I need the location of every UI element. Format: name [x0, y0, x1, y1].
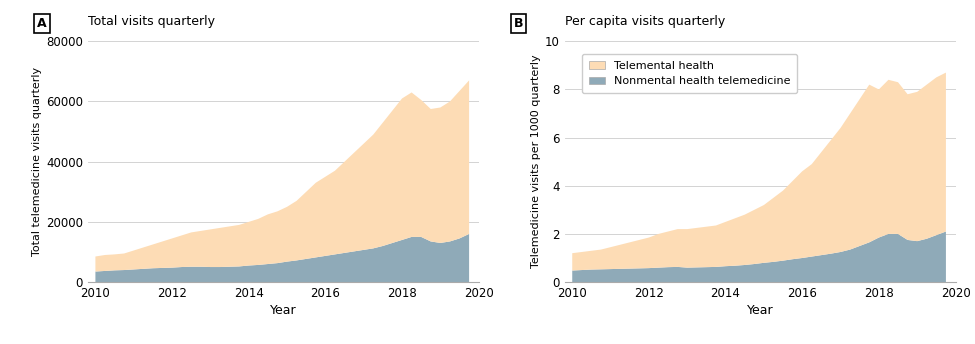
Y-axis label: Telemedicine visits per 1000 quarterly: Telemedicine visits per 1000 quarterly [530, 55, 541, 269]
X-axis label: Year: Year [747, 304, 773, 317]
Legend: Telemental health, Nonmental health telemedicine: Telemental health, Nonmental health tele… [582, 54, 798, 93]
Text: Per capita visits quarterly: Per capita visits quarterly [565, 15, 724, 28]
Y-axis label: Total telemedicine visits quarterly: Total telemedicine visits quarterly [32, 67, 42, 256]
X-axis label: Year: Year [270, 304, 296, 317]
Text: Total visits quarterly: Total visits quarterly [88, 15, 214, 28]
Text: B: B [514, 17, 524, 30]
Text: A: A [37, 17, 47, 30]
